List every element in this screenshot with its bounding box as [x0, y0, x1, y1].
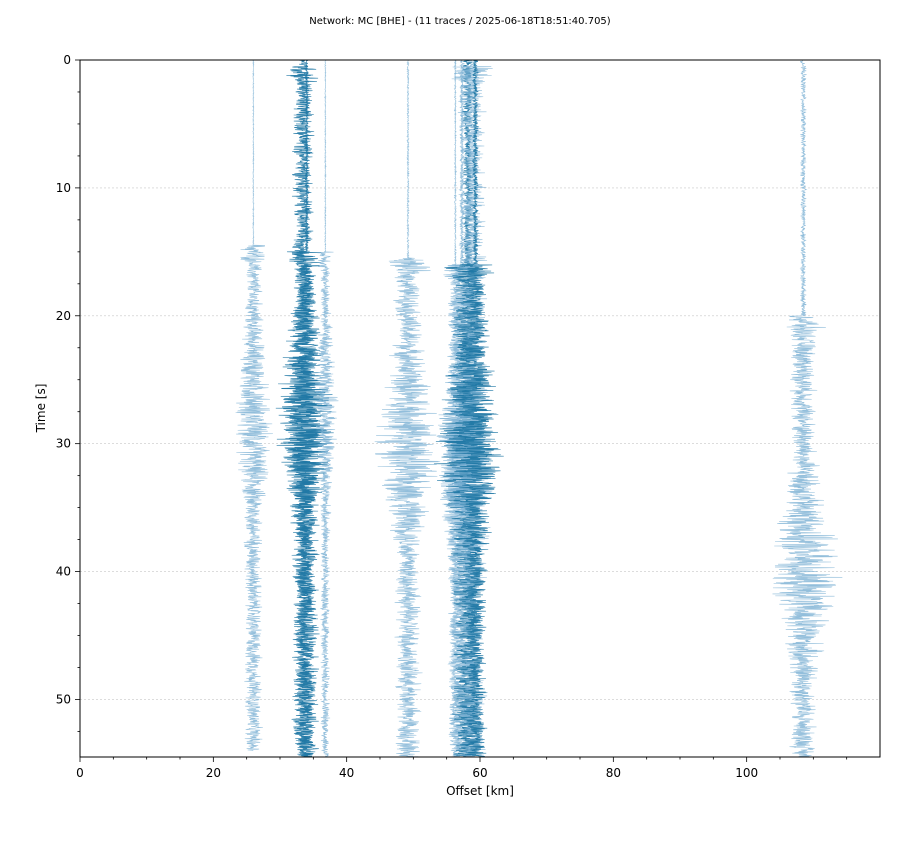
- seismic-trace-10: [447, 60, 504, 757]
- x-tick-label: 100: [735, 766, 758, 780]
- seismic-trace-6: [437, 60, 475, 757]
- chart-title: Network: MC [BHE] - (11 traces / 2025-06…: [309, 16, 611, 27]
- y-axis-label: Time [s]: [34, 384, 48, 434]
- x-tick-label: 0: [76, 766, 84, 780]
- y-tick-label: 40: [56, 565, 71, 579]
- x-tick-label: 20: [206, 766, 221, 780]
- y-tick-label: 10: [56, 181, 71, 195]
- plot-frame: [79, 59, 881, 758]
- x-axis-ticks: 0 20 40 60 80 100: [76, 757, 848, 780]
- seismic-trace-5: [374, 60, 441, 757]
- seismic-trace-11: [772, 60, 843, 757]
- y-axis-ticks: 0 10 20 30 40 50: [56, 53, 80, 732]
- x-tick-label: 60: [472, 766, 487, 780]
- x-tick-label: 40: [339, 766, 354, 780]
- seismic-trace-4: [314, 60, 339, 757]
- y-tick-label: 0: [63, 53, 71, 67]
- seismic-trace-3: [281, 60, 334, 757]
- x-axis-label: Offset [km]: [446, 784, 514, 798]
- x-tick-label: 80: [606, 766, 621, 780]
- seismic-trace-1: [235, 60, 273, 751]
- trace-series-group: [235, 60, 843, 757]
- y-tick-label: 50: [56, 692, 71, 706]
- y-tick-label: 30: [56, 437, 71, 451]
- y-tick-label: 20: [56, 309, 71, 323]
